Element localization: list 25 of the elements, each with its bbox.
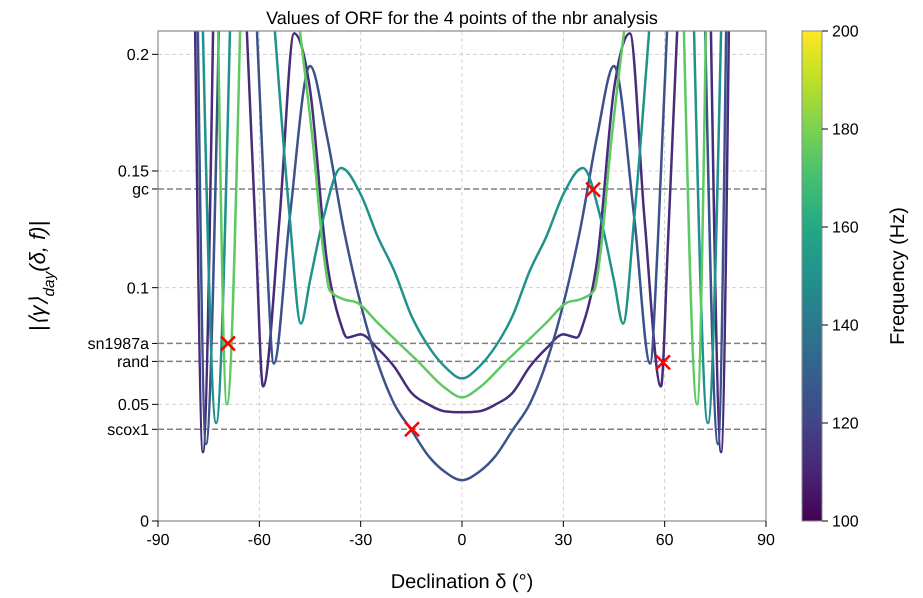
ref-line-label: sn1987a	[88, 336, 150, 354]
color-bar-title: Frequency (Hz)	[887, 207, 909, 345]
color-bar-label: 140	[832, 318, 859, 335]
ref-line-label: rand	[116, 354, 149, 371]
x-tick-label: 0	[458, 532, 467, 549]
x-tick-label: -30	[349, 532, 372, 549]
color-bar-label: 120	[832, 416, 859, 433]
color-bar-label: 200	[832, 24, 859, 41]
y-tick-label: 0.15	[118, 164, 150, 181]
x-tick-label: 60	[656, 532, 674, 549]
x-axis-title: Declination δ (°)	[390, 571, 534, 593]
x-tick-label: -90	[146, 532, 170, 549]
color-bar-label: 180	[832, 122, 859, 139]
y-tick-label: 0.05	[118, 396, 150, 414]
ref-line-label: gc	[132, 182, 149, 199]
chart-title: Values of ORF for the 4 points of the nbr analysis	[266, 8, 658, 28]
y-tick-label: 0	[140, 514, 150, 531]
color-bar-label: 160	[832, 220, 859, 237]
x-tick-label: 90	[757, 532, 775, 549]
ref-line-label: scox1	[107, 422, 150, 439]
x-tick-label: -60	[248, 532, 271, 549]
color-bar-label: 100	[832, 514, 859, 531]
y-tick-label: 0.2	[126, 46, 150, 64]
x-tick-label: 30	[554, 532, 572, 549]
y-tick-label: 0.1	[126, 280, 150, 298]
